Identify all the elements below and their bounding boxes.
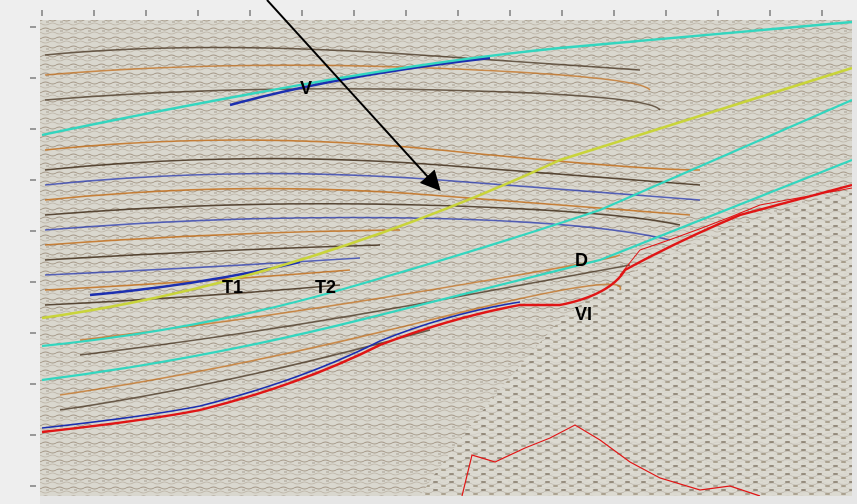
- reflector-package: [44, 46, 701, 411]
- horizon-label-vi: VI: [575, 304, 592, 324]
- lower-red-line: [461, 424, 761, 497]
- left-axis-strip: [0, 20, 40, 504]
- horizon-d-cyan: [41, 158, 853, 382]
- horizon-label-t2: T2: [315, 277, 336, 297]
- horizon-vi-blue-trough: [41, 301, 521, 429]
- top-axis-ticks: [41, 10, 823, 16]
- basement-red-line: [619, 187, 853, 276]
- horizon-label-t1: T1: [222, 277, 243, 297]
- bottom-border: [40, 496, 852, 504]
- deep-chaotic-zone: [420, 190, 852, 496]
- horizon-t1-yellow: [41, 66, 853, 320]
- upper-blue-reflector: [229, 56, 491, 107]
- left-axis-ticks: [30, 26, 36, 487]
- horizon-label-d: D: [575, 250, 588, 270]
- horizon-vi-red: [41, 183, 853, 434]
- horizon-label-v: V: [300, 78, 312, 98]
- horizon-t2-cyan: [41, 98, 853, 348]
- arrow-pointer: [266, 0, 441, 191]
- horizon-v-cyan: [41, 20, 853, 137]
- top-axis-strip: [0, 0, 857, 20]
- right-border: [852, 20, 857, 504]
